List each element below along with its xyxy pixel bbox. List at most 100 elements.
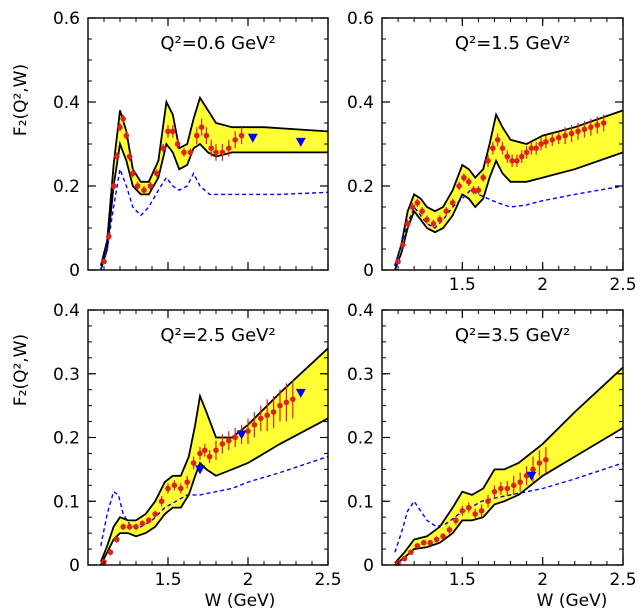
data-point — [258, 415, 264, 422]
data-point — [514, 158, 520, 164]
band-lower-line — [99, 417, 329, 566]
data-point — [449, 200, 456, 206]
data-point — [251, 421, 258, 428]
data-point — [110, 183, 117, 189]
y-tick-label: 0.1 — [53, 492, 80, 512]
data-point — [106, 233, 112, 240]
data-point — [160, 145, 166, 151]
dashed-curve-1 — [100, 455, 329, 547]
data-point — [146, 517, 152, 524]
data-point — [147, 183, 154, 189]
data-point — [440, 533, 446, 540]
data-point — [178, 485, 184, 492]
data-point — [107, 549, 114, 556]
band-fill — [394, 110, 623, 271]
data-point — [480, 174, 487, 181]
data-point — [152, 511, 158, 517]
band-fill — [100, 97, 328, 270]
data-point — [290, 396, 296, 403]
data-point — [456, 183, 462, 189]
data-point — [562, 132, 568, 139]
data-point — [141, 187, 147, 193]
data-point — [427, 539, 434, 546]
x-tick-label: 2.5 — [609, 275, 636, 295]
band-fill — [394, 367, 623, 565]
data-point — [588, 124, 594, 130]
y-tick-label: 0.4 — [347, 301, 374, 321]
triangle-point — [526, 471, 537, 481]
x-tick-label: 2.5 — [609, 570, 636, 590]
x-tick-label: 1.5 — [449, 275, 476, 295]
data-point — [133, 523, 139, 530]
y-tick-label: 0 — [69, 261, 80, 281]
data-point — [504, 485, 511, 492]
y-tick-label: 0.3 — [347, 365, 374, 385]
panel-title: Q²=1.5 GeV² — [455, 33, 570, 54]
data-points — [101, 114, 245, 265]
y-tick-label: 0.6 — [347, 9, 374, 29]
data-point — [401, 555, 408, 562]
data-point — [504, 153, 511, 160]
data-point — [594, 122, 601, 128]
data-point — [549, 137, 556, 143]
data-point — [187, 149, 194, 156]
data-point — [530, 466, 536, 473]
data-point — [533, 145, 540, 151]
data-point — [232, 434, 238, 441]
data-point — [202, 447, 208, 454]
panel-title: Q²=3.5 GeV² — [455, 325, 570, 346]
data-point — [485, 158, 491, 164]
triangle-point — [295, 388, 306, 398]
data-point — [130, 170, 136, 177]
dashed-curve-1 — [394, 185, 624, 267]
data-point — [485, 498, 491, 505]
data-point — [203, 132, 210, 139]
data-point — [277, 402, 283, 409]
triangle-point — [295, 137, 306, 147]
data-point — [395, 258, 401, 265]
data-point — [206, 453, 213, 460]
data-point — [226, 145, 232, 151]
data-point — [408, 549, 414, 556]
dashed-curve-1 — [100, 166, 329, 271]
y-tick-label: 0.4 — [53, 93, 80, 113]
data-point — [154, 170, 160, 177]
data-point — [197, 450, 203, 457]
y-axis-label-bottom: F₂(Q²,W) — [11, 334, 31, 406]
x-tick-label: 1.5 — [154, 570, 181, 590]
data-point — [568, 130, 575, 137]
data-point — [270, 409, 277, 415]
x-tick-label: 2.5 — [314, 570, 341, 590]
y-tick-label: 0 — [363, 261, 374, 281]
y-tick-label: 0.4 — [53, 301, 80, 321]
data-point — [174, 141, 181, 147]
data-point — [219, 149, 226, 156]
y-tick-label: 0.1 — [347, 492, 374, 512]
data-point — [498, 485, 504, 492]
panel-4: 0 0.1 0.2 0.3 0.4 1.5 2 2.5 Q²=3.5 GeV² — [347, 301, 637, 590]
data-point — [470, 187, 477, 193]
y-tick-label: 0 — [69, 556, 80, 576]
data-point — [437, 216, 443, 223]
data-point — [409, 204, 416, 210]
data-point — [184, 479, 190, 485]
data-point — [543, 457, 549, 463]
y-tick-label: 0.2 — [347, 429, 374, 449]
data-point — [400, 242, 406, 248]
data-point — [518, 153, 525, 160]
data-point — [446, 527, 453, 533]
x-axis-label-left: W (GeV) — [205, 591, 276, 611]
x-axis-label-right: W (GeV) — [537, 591, 608, 611]
panel-title: Q²=2.5 GeV² — [160, 325, 275, 346]
data-point — [523, 149, 530, 156]
panel-2: 0 0.2 0.4 0.6 1.5 2 2.5 Q²=1.5 GeV² — [347, 9, 637, 295]
y-axis-label-top: F₂(Q²,W) — [11, 64, 31, 136]
data-point — [509, 158, 515, 164]
data-points — [101, 380, 296, 565]
y-tick-label: 0.6 — [53, 9, 80, 29]
data-point — [139, 520, 146, 527]
data-point — [283, 399, 290, 406]
data-point — [245, 428, 251, 434]
data-point — [114, 153, 120, 160]
data-point — [101, 258, 107, 265]
